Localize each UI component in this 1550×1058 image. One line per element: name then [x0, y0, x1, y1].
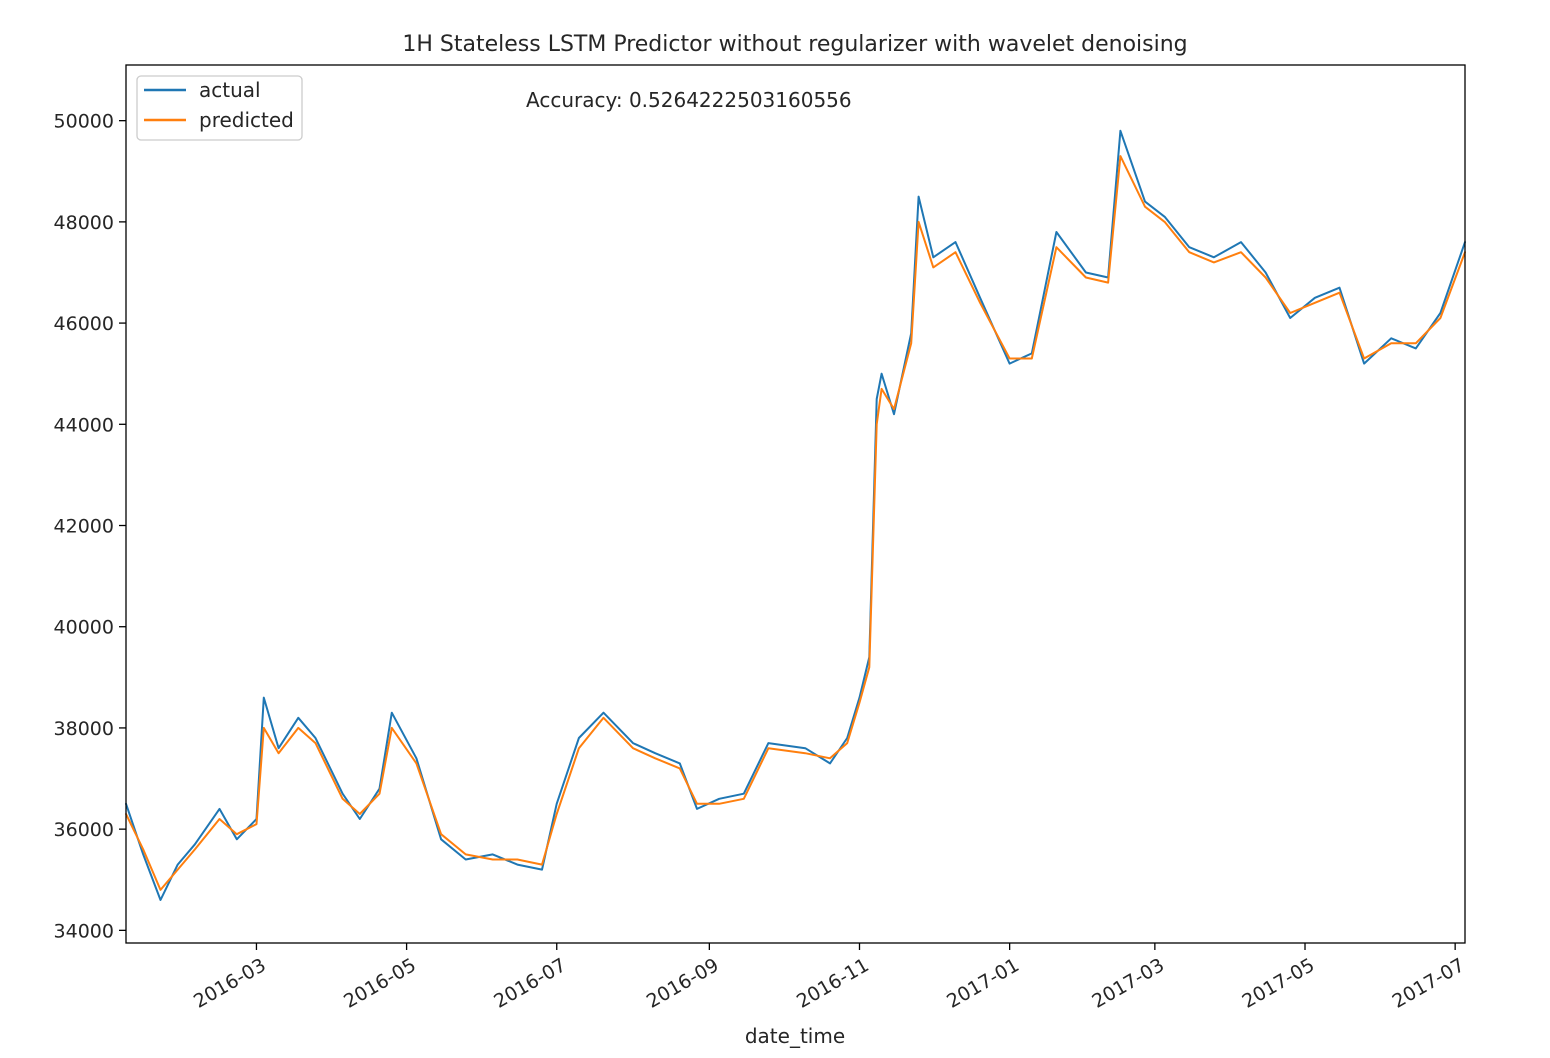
- legend: actual predicted: [136, 75, 303, 141]
- y-tick-label: 48000: [54, 212, 114, 234]
- legend-label-actual: actual: [199, 78, 261, 102]
- y-tick-label: 36000: [54, 819, 114, 841]
- y-tick-label: 44000: [54, 414, 114, 436]
- accuracy-annotation: Accuracy: 0.5264222503160556: [526, 88, 852, 112]
- y-axis: 34000 36000 38000 40000 42000 44000 46000 48000…: [54, 111, 126, 942]
- y-tick-label: 50000: [54, 111, 114, 133]
- chart-title: 1H Stateless LSTM Predictor without regu…: [402, 32, 1187, 57]
- series-layer: [125, 129, 1466, 901]
- series-line-predicted: [125, 155, 1466, 891]
- series-line-actual: [125, 129, 1466, 901]
- y-tick-label: 34000: [54, 920, 114, 942]
- y-tick-label: 46000: [54, 313, 114, 335]
- y-tick-label: 38000: [54, 718, 114, 740]
- legend-label-predicted: predicted: [199, 108, 294, 132]
- plot-frame: [125, 64, 1466, 944]
- y-tick-label: 42000: [54, 516, 114, 538]
- x-axis-label: date_time: [745, 1024, 845, 1048]
- y-tick-label: 40000: [54, 617, 114, 639]
- legend-frame: [136, 75, 303, 141]
